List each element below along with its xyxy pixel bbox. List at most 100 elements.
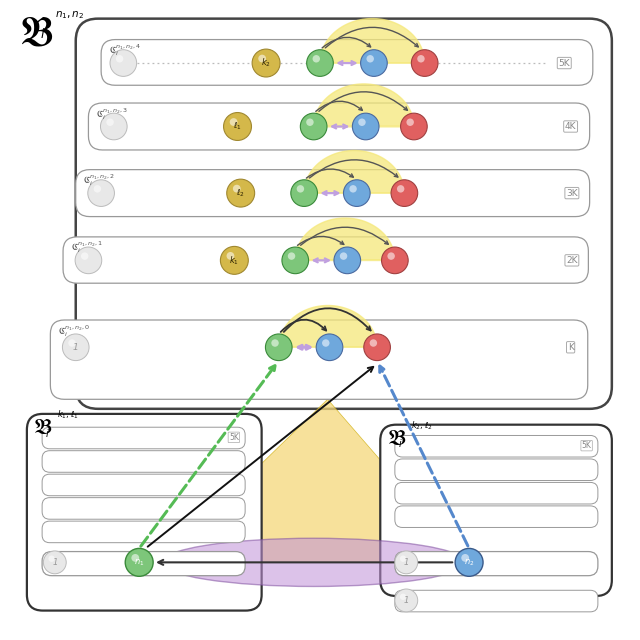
Circle shape (259, 54, 266, 63)
Circle shape (288, 252, 295, 260)
FancyArrowPatch shape (314, 259, 329, 262)
Circle shape (306, 118, 314, 126)
Text: 4K: 4K (565, 122, 577, 131)
Circle shape (417, 55, 425, 63)
FancyBboxPatch shape (27, 414, 262, 611)
Text: $k_1$: $k_1$ (229, 254, 239, 267)
Circle shape (300, 113, 327, 140)
Text: 5K: 5K (582, 441, 591, 450)
Circle shape (230, 118, 237, 126)
Text: $k_1,\ell_1$: $k_1,\ell_1$ (58, 409, 79, 421)
Circle shape (397, 185, 404, 193)
Polygon shape (160, 399, 469, 563)
Polygon shape (320, 19, 425, 63)
Text: 1: 1 (52, 558, 58, 567)
Circle shape (116, 55, 124, 63)
Circle shape (316, 334, 343, 360)
Text: $k_2,\ell_2$: $k_2,\ell_2$ (411, 420, 433, 432)
Circle shape (271, 339, 279, 347)
Text: $n_2$: $n_2$ (464, 557, 474, 568)
FancyBboxPatch shape (395, 552, 598, 576)
FancyBboxPatch shape (76, 170, 589, 216)
Circle shape (412, 50, 438, 76)
Circle shape (106, 118, 114, 126)
Circle shape (334, 247, 360, 274)
Circle shape (223, 113, 252, 140)
Text: $n_1$: $n_1$ (134, 557, 145, 568)
Circle shape (395, 551, 418, 574)
FancyBboxPatch shape (42, 451, 245, 472)
Text: 1: 1 (404, 558, 409, 567)
Polygon shape (304, 150, 404, 193)
Text: $\mathfrak{C}_i^{n_1,n_2,3}$: $\mathfrak{C}_i^{n_1,n_2,3}$ (96, 106, 129, 122)
Text: 2K: 2K (566, 256, 578, 265)
Text: 5K: 5K (559, 58, 570, 68)
Text: K: K (568, 343, 573, 352)
Polygon shape (295, 218, 395, 260)
Circle shape (88, 180, 115, 207)
FancyBboxPatch shape (63, 237, 588, 284)
FancyBboxPatch shape (42, 552, 245, 576)
FancyBboxPatch shape (42, 428, 245, 449)
Text: $\mathfrak{B}$: $\mathfrak{B}$ (19, 12, 52, 54)
FancyArrowPatch shape (281, 319, 326, 332)
FancyArrowPatch shape (310, 160, 398, 178)
Text: $\mathfrak{C}_i^{n_1,n_2,4}$: $\mathfrak{C}_i^{n_1,n_2,4}$ (109, 42, 141, 58)
Circle shape (312, 55, 320, 63)
Text: 1: 1 (404, 596, 409, 605)
Text: $i$: $i$ (40, 27, 45, 41)
Circle shape (297, 185, 304, 193)
FancyArrowPatch shape (316, 101, 362, 111)
Circle shape (322, 339, 330, 347)
Circle shape (44, 551, 66, 574)
Circle shape (364, 334, 390, 360)
FancyBboxPatch shape (88, 103, 589, 150)
Circle shape (344, 180, 370, 207)
Circle shape (391, 180, 418, 207)
Circle shape (227, 252, 234, 260)
Text: $\mathfrak{C}_i^{n_1,n_2,0}$: $\mathfrak{C}_i^{n_1,n_2,0}$ (58, 323, 90, 339)
FancyBboxPatch shape (395, 459, 598, 481)
FancyArrowPatch shape (325, 28, 419, 48)
FancyBboxPatch shape (395, 483, 598, 504)
Polygon shape (314, 84, 414, 127)
Circle shape (360, 50, 387, 76)
Text: $\ell_1$: $\ell_1$ (233, 121, 242, 132)
Circle shape (131, 554, 139, 562)
FancyBboxPatch shape (395, 590, 598, 612)
Text: $\mathfrak{B}$: $\mathfrak{B}$ (387, 428, 406, 450)
FancyArrowPatch shape (332, 125, 347, 129)
FancyBboxPatch shape (380, 425, 612, 596)
FancyBboxPatch shape (51, 320, 588, 399)
Text: $\ell_2$: $\ell_2$ (236, 188, 245, 199)
Text: 1: 1 (73, 343, 79, 352)
Circle shape (455, 548, 483, 576)
FancyArrowPatch shape (298, 346, 310, 349)
FancyBboxPatch shape (395, 435, 598, 457)
Text: $k_2$: $k_2$ (261, 57, 271, 69)
Text: $\mathfrak{C}_i^{n_1,n_2,2}$: $\mathfrak{C}_i^{n_1,n_2,2}$ (83, 172, 116, 188)
Polygon shape (279, 305, 377, 348)
Circle shape (353, 113, 379, 140)
Circle shape (340, 252, 348, 260)
FancyArrowPatch shape (307, 169, 353, 178)
Circle shape (93, 185, 101, 193)
Circle shape (49, 556, 55, 562)
FancyArrowPatch shape (339, 61, 355, 65)
Circle shape (125, 548, 153, 576)
Circle shape (400, 556, 406, 562)
FancyArrowPatch shape (323, 191, 338, 195)
Circle shape (307, 50, 333, 76)
FancyBboxPatch shape (42, 521, 245, 543)
Circle shape (406, 118, 414, 126)
Circle shape (395, 589, 418, 612)
Circle shape (282, 247, 308, 274)
FancyArrowPatch shape (284, 308, 371, 332)
Text: 5K: 5K (229, 433, 239, 442)
FancyBboxPatch shape (42, 474, 245, 496)
FancyBboxPatch shape (76, 19, 612, 409)
Circle shape (233, 185, 241, 193)
Circle shape (291, 180, 317, 207)
Circle shape (367, 55, 374, 63)
Text: 3K: 3K (566, 189, 578, 198)
